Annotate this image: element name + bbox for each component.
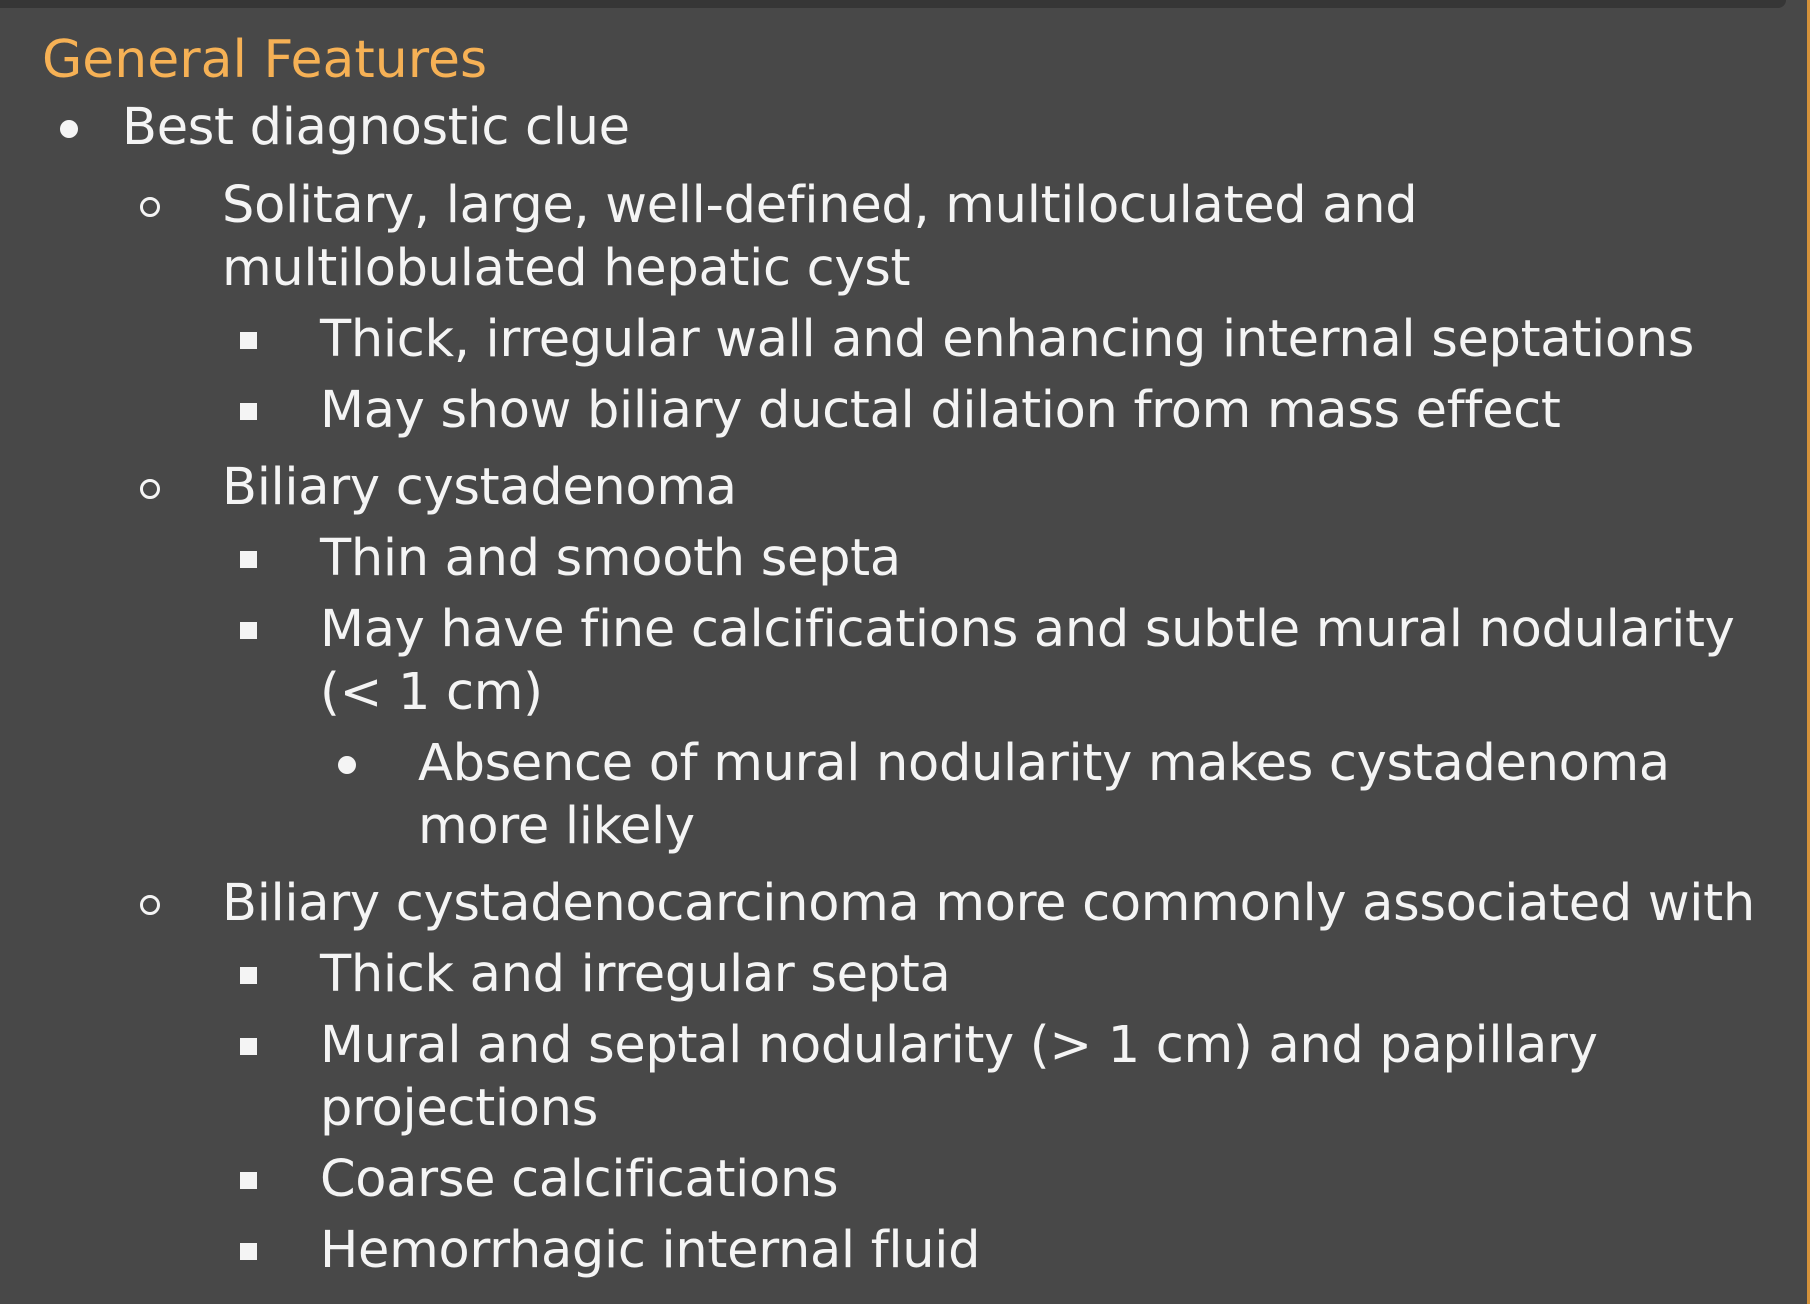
list-item: May have fine calcifications and subtle … — [222, 598, 1782, 858]
sub-list: Thick, irregular wall and enhancing inte… — [222, 308, 1782, 442]
list-item: Coarse calcifications — [222, 1148, 1782, 1211]
list-item-text: Coarse calcifications — [320, 1150, 839, 1209]
list-item-text: Biliary cystadenocarcinoma more commonly… — [222, 874, 1755, 933]
section-heading: General Features — [42, 30, 488, 90]
square-bullet-icon — [240, 403, 257, 420]
list-item-text: May have fine calcifications and subtle … — [320, 600, 1735, 722]
list-item-text: Thick, irregular wall and enhancing inte… — [320, 310, 1695, 369]
list-item-text: Hemorrhagic internal fluid — [320, 1221, 981, 1280]
square-bullet-icon — [240, 622, 257, 639]
list-item-text: Best diagnostic clue — [122, 98, 630, 157]
square-bullet-icon — [240, 1038, 257, 1055]
filled-bullet-icon — [60, 120, 78, 138]
top-bar — [0, 0, 1786, 8]
list-item: Absence of mural nodularity makes cystad… — [320, 732, 1782, 858]
list-item-text: Absence of mural nodularity makes cystad… — [418, 734, 1670, 856]
sub-list: Thick and irregular septa Mural and sept… — [222, 943, 1782, 1282]
square-bullet-icon — [240, 967, 257, 984]
hollow-bullet-icon — [140, 479, 160, 499]
square-bullet-icon — [240, 332, 257, 349]
hollow-bullet-icon — [140, 197, 160, 217]
sub-list: Absence of mural nodularity makes cystad… — [320, 732, 1782, 858]
sub-list: Thin and smooth septa May have fine calc… — [222, 527, 1782, 858]
list-item: Best diagnostic clue Solitary, large, we… — [42, 96, 1782, 1282]
list-item: Hemorrhagic internal fluid — [222, 1219, 1782, 1282]
list-item-text: May show biliary ductal dilation from ma… — [320, 381, 1561, 440]
right-edge-accent — [1807, 0, 1810, 1304]
list-item-text: Mural and septal nodularity (> 1 cm) and… — [320, 1016, 1598, 1138]
list-item: Thick, irregular wall and enhancing inte… — [222, 308, 1782, 371]
content-area: General Features Best diagnostic clue So… — [42, 24, 1782, 1282]
list-item: Solitary, large, well-defined, multilocu… — [122, 174, 1782, 442]
list-item: Thick and irregular septa — [222, 943, 1782, 1006]
sub-list: Solitary, large, well-defined, multilocu… — [122, 174, 1782, 1282]
hollow-bullet-icon — [140, 895, 160, 915]
list-item-text: Solitary, large, well-defined, multilocu… — [222, 176, 1418, 298]
list-item: Biliary cystadenocarcinoma more commonly… — [122, 872, 1782, 1282]
list-item: Mural and septal nodularity (> 1 cm) and… — [222, 1014, 1782, 1140]
bullet-list: Best diagnostic clue Solitary, large, we… — [42, 96, 1782, 1282]
list-item-text: Thick and irregular septa — [320, 945, 951, 1004]
list-item-text: Thin and smooth septa — [320, 529, 901, 588]
filled-bullet-icon — [338, 756, 356, 774]
list-item-text: Biliary cystadenoma — [222, 458, 737, 517]
list-item: May show biliary ductal dilation from ma… — [222, 379, 1782, 442]
square-bullet-icon — [240, 1172, 257, 1189]
square-bullet-icon — [240, 551, 257, 568]
list-item: Thin and smooth septa — [222, 527, 1782, 590]
square-bullet-icon — [240, 1243, 257, 1260]
list-item: Biliary cystadenoma Thin and smooth sept… — [122, 456, 1782, 858]
